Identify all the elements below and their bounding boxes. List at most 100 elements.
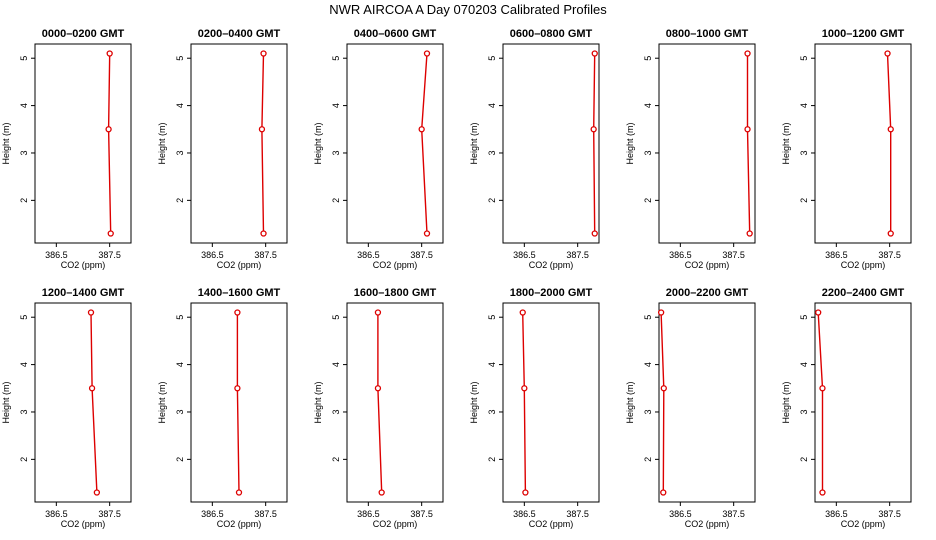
y-tick-label: 2	[19, 198, 29, 203]
plot-frame	[658, 302, 756, 503]
y-tick-label: 2	[331, 198, 341, 203]
x-axis-label: CO2 (ppm)	[685, 260, 730, 270]
x-tick-label: 387.5	[410, 250, 433, 260]
panel-title: 1800–2000 GMT	[510, 287, 593, 299]
y-tick-label: 2	[799, 198, 809, 203]
x-axis-label: CO2 (ppm)	[217, 260, 262, 270]
panel-0: 0000–0200 GMT 386.5 387.5 2 3 4 5 CO2 (ppm) Heig…	[1, 28, 132, 270]
y-tick-label: 3	[19, 150, 29, 155]
x-tick-label: 386.5	[45, 509, 68, 519]
panel-title: 0400–0600 GMT	[354, 28, 437, 40]
x-tick-label: 386.5	[357, 250, 380, 260]
profile-point	[234, 385, 241, 392]
x-tick-label: 386.5	[825, 250, 848, 260]
y-axis-label: Height (m)	[313, 381, 323, 423]
profile-point	[107, 230, 114, 237]
y-tick-label: 4	[331, 362, 341, 367]
y-tick-label: 5	[19, 315, 29, 320]
profile-point	[657, 309, 665, 316]
y-tick-label: 4	[175, 362, 185, 367]
profile-line	[107, 53, 112, 234]
panel-4: 0800–1000 GMT 386.5 387.5 2 3 4 5 CO2 (ppm) Heig…	[625, 28, 756, 270]
y-tick-label: 3	[643, 409, 653, 414]
x-axis-label: CO2 (ppm)	[685, 519, 730, 529]
panel-7: 1400–1600 GMT 386.5 387.5 2 3 4 5 CO2 (ppm) Heig…	[157, 287, 288, 529]
profile-line	[261, 53, 265, 234]
panel-11: 2200–2400 GMT 386.5 387.5 2 3 4 5 CO2 (ppm) Heig…	[781, 287, 912, 529]
y-tick-label: 5	[487, 56, 497, 61]
y-tick-label: 5	[175, 56, 185, 61]
y-tick-label: 2	[175, 198, 185, 203]
x-tick-label: 387.5	[98, 250, 121, 260]
y-tick-label: 5	[643, 315, 653, 320]
x-tick-label: 387.5	[878, 250, 901, 260]
y-axis-label: Height (m)	[313, 122, 323, 164]
profile-point	[521, 385, 528, 392]
profile-point	[105, 126, 112, 133]
profile-point	[87, 309, 95, 316]
plot-frame	[190, 43, 288, 244]
y-axis-label: Height (m)	[625, 122, 635, 164]
panel-title: 0800–1000 GMT	[666, 28, 749, 40]
profile-line	[236, 312, 240, 493]
y-tick-label: 4	[487, 103, 497, 108]
profile-point	[744, 126, 751, 133]
panel-1: 0200–0400 GMT 386.5 387.5 2 3 4 5 CO2 (ppm) Heig…	[157, 28, 288, 270]
x-tick-label: 386.5	[513, 509, 536, 519]
profile-point	[423, 230, 431, 237]
y-tick-label: 3	[331, 409, 341, 414]
plot-frame	[34, 302, 132, 503]
y-axis-label: Height (m)	[625, 381, 635, 423]
y-axis-label: Height (m)	[781, 381, 791, 423]
profile-point	[819, 489, 826, 496]
y-tick-label: 3	[175, 150, 185, 155]
profile-point	[374, 385, 382, 392]
profile-point	[660, 385, 667, 392]
profile-point	[93, 489, 101, 496]
panel-title: 2200–2400 GMT	[822, 287, 905, 299]
x-tick-label: 386.5	[357, 509, 380, 519]
y-tick-label: 4	[643, 103, 653, 108]
y-tick-label: 4	[487, 362, 497, 367]
profile-point	[418, 126, 425, 133]
y-tick-label: 2	[175, 457, 185, 462]
y-tick-label: 5	[643, 56, 653, 61]
x-axis-label: CO2 (ppm)	[841, 260, 886, 270]
profile-point	[591, 50, 598, 57]
panel-3: 0600–0800 GMT 386.5 387.5 2 3 4 5 CO2 (ppm) Heig…	[469, 28, 600, 270]
y-tick-label: 2	[799, 457, 809, 462]
y-tick-label: 4	[799, 103, 809, 108]
x-axis-label: CO2 (ppm)	[373, 260, 418, 270]
profile-point	[260, 50, 267, 57]
y-tick-label: 3	[799, 150, 809, 155]
y-axis-label: Height (m)	[469, 122, 479, 164]
profile-point	[744, 50, 751, 57]
x-tick-label: 386.5	[201, 509, 224, 519]
figure-title: NWR AIRCOA A Day 070203 Calibrated Profi…	[329, 2, 607, 17]
x-tick-label: 386.5	[669, 250, 692, 260]
y-tick-label: 5	[331, 56, 341, 61]
panel-6: 1200–1400 GMT 386.5 387.5 2 3 4 5 CO2 (ppm) Heig…	[1, 287, 132, 529]
y-tick-label: 3	[331, 150, 341, 155]
panel-title: 0600–0800 GMT	[510, 28, 593, 40]
x-tick-label: 387.5	[566, 250, 589, 260]
profile-point	[884, 50, 891, 57]
profile-line	[377, 312, 383, 493]
y-tick-label: 5	[19, 56, 29, 61]
x-tick-label: 386.5	[513, 250, 536, 260]
y-tick-label: 4	[331, 103, 341, 108]
profile-line	[592, 53, 596, 234]
profile-point	[660, 489, 667, 496]
panel-title: 1000–1200 GMT	[822, 28, 905, 40]
profile-point	[106, 50, 113, 57]
y-tick-label: 5	[487, 315, 497, 320]
panels-group: 0000–0200 GMT 386.5 387.5 2 3 4 5 CO2 (ppm) Heig…	[1, 28, 912, 529]
profile-line	[817, 312, 824, 493]
profile-point	[590, 126, 597, 133]
y-tick-label: 2	[487, 457, 497, 462]
plot-frame	[346, 302, 444, 503]
y-axis-label: Height (m)	[157, 122, 167, 164]
x-tick-label: 386.5	[45, 250, 68, 260]
profile-point	[887, 126, 894, 133]
